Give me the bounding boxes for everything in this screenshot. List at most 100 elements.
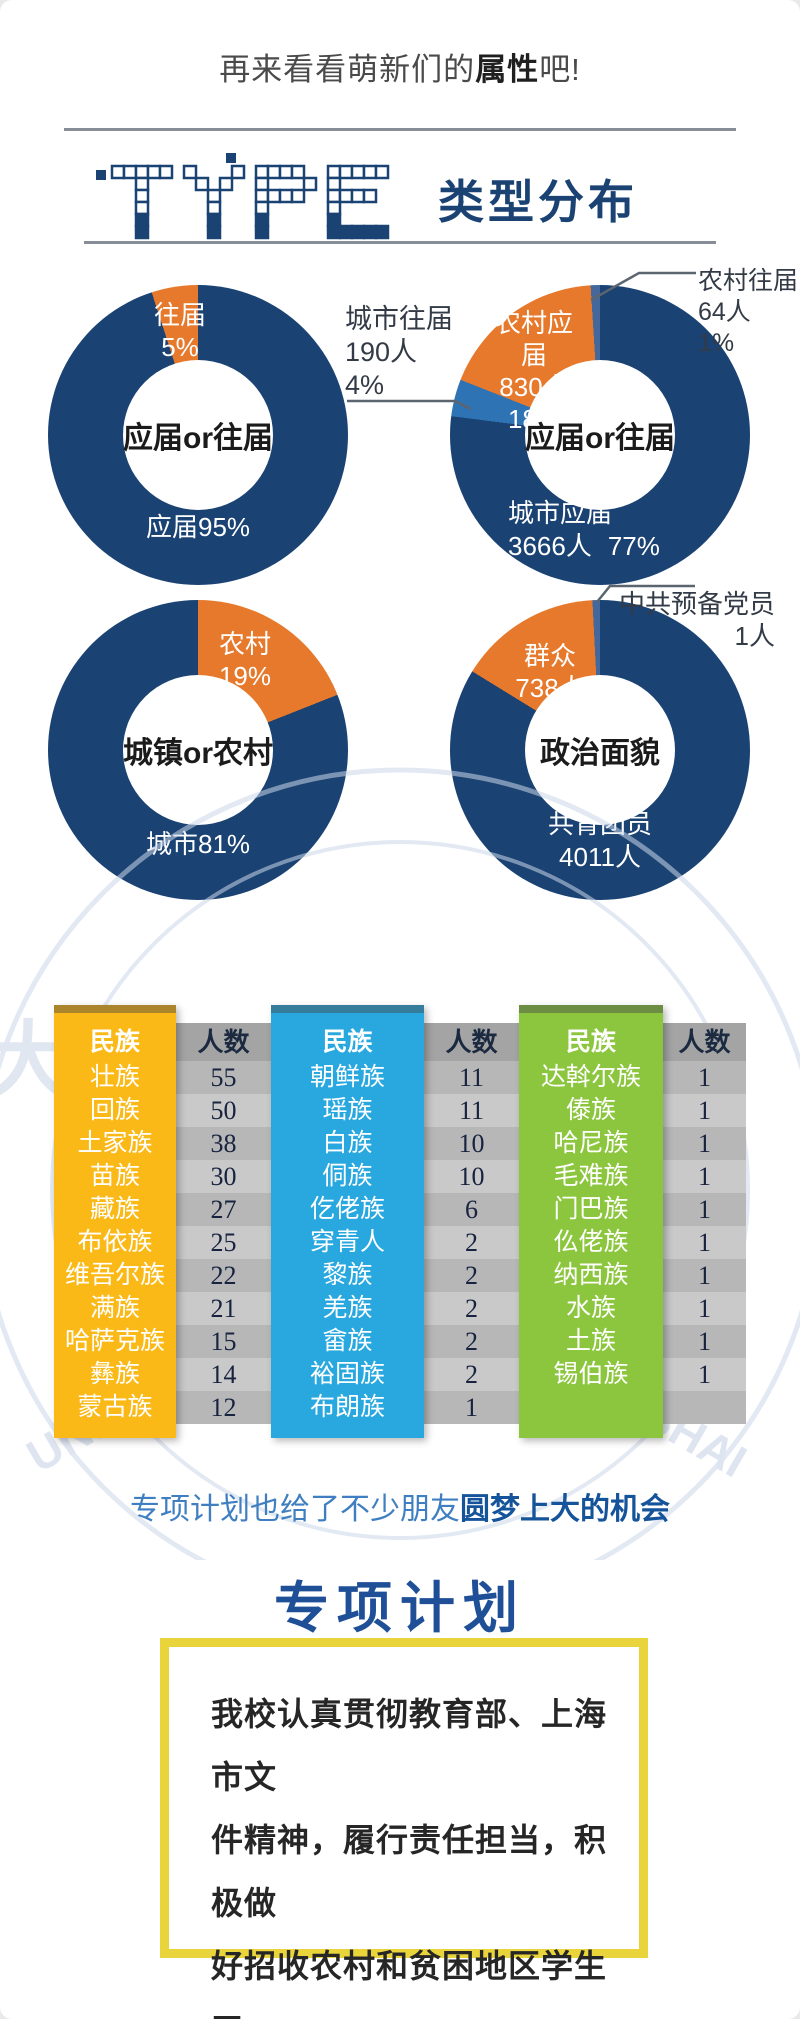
ring-label-chengshi: 城市81%	[145, 829, 251, 859]
donut-charts-section: 往届 5% 应届or往届 应届95% 农村应届 830人 18% 应届or往届 …	[0, 250, 800, 960]
count-value-cell: 2	[465, 1261, 478, 1290]
count-value-cell: 30	[210, 1162, 237, 1191]
donut-chart-jiebie-simple: 往届 5% 应届or往届 应届95%	[48, 285, 348, 585]
ethnic-name-cell: 锡伯族	[553, 1360, 629, 1388]
count-value-cell: 55	[210, 1063, 237, 1092]
count-value-cell: 1	[698, 1228, 711, 1257]
count-value-cell: 25	[210, 1228, 237, 1257]
count-value-cell: 1	[698, 1261, 711, 1290]
ethnic-name-cell: 瑶族	[322, 1096, 373, 1124]
count-value-cell: 10	[458, 1162, 485, 1191]
count-value-cell: 1	[698, 1129, 711, 1158]
count-value-cell: 1	[698, 1063, 711, 1092]
ethnic-name-cell: 门巴族	[553, 1195, 629, 1223]
count-value-cell: 1	[465, 1393, 478, 1422]
count-value-cell: 2	[465, 1228, 478, 1257]
donut-center-label: 城镇or农村	[123, 737, 273, 770]
page-title-prefix: 再来看看萌新们的	[219, 52, 476, 87]
plan-description-box: 我校认真贯彻教育部、上海市文 件精神，履行责任担当，积极做 好招收农村和贫困地区…	[160, 1638, 648, 2019]
ethnic-name-cell: 侗族	[322, 1162, 373, 1190]
ethnic-name-cell: 布朗族	[309, 1393, 385, 1421]
count-value-cell: 1	[698, 1096, 711, 1125]
ethnic-name-cell: 苗族	[89, 1162, 140, 1190]
ethnic-name-cell: 仡佬族	[309, 1195, 385, 1223]
ethnic-name-cell: 毛难族	[553, 1162, 629, 1190]
plan-title: 专项计划	[273, 1577, 526, 1639]
ethnic-name-cell: 穿青人	[309, 1228, 385, 1256]
ethnic-name-cell: 仫佬族	[553, 1228, 629, 1256]
count-value-cell: 2	[465, 1294, 478, 1323]
count-value-cell: 22	[210, 1261, 237, 1290]
ethnic-column-yellow: 民族 壮族 回族 土家族 苗族 藏族 布依族 维吾尔族 满族 哈萨克族 彝族 蒙古族	[54, 1005, 176, 1438]
slice-label-qunzhong: 群众 738人	[515, 641, 585, 703]
ethnic-name-cell: 壮族	[89, 1063, 140, 1091]
bridge-sentence: 专项计划也给了不少朋友圆梦上大的机会	[130, 1493, 670, 1526]
ethnic-name-cell: 哈萨克族	[64, 1327, 165, 1355]
ethnic-name-cell	[519, 1391, 663, 1424]
type-pixel-logo-icon	[96, 153, 390, 240]
count-value-cell: 1	[698, 1162, 711, 1191]
ethnic-name-cell: 维吾尔族	[64, 1261, 165, 1289]
donut-center-label: 应届or往届	[525, 422, 675, 455]
ethnic-name-cell: 蒙古族	[77, 1393, 153, 1421]
ring-label-yingjie: 应届95%	[145, 512, 251, 542]
ethnic-name-cell: 傣族	[565, 1096, 616, 1124]
ethnic-name-cell: 羌族	[322, 1294, 373, 1322]
ethnic-header-cell: 民族	[89, 1028, 140, 1056]
count-header-cell: 人数	[678, 1027, 731, 1057]
donut-chart-jiebie-detail: 农村应届 830人 18% 应届or往届 城市应届 3666人 77%	[450, 285, 750, 585]
donut-center-label: 政治面貌	[540, 737, 660, 770]
page-title-highlight: 属性	[475, 52, 540, 87]
count-value-cell: 6	[465, 1195, 478, 1224]
ethnic-name-cell: 黎族	[322, 1261, 373, 1289]
ethnic-name-cell: 回族	[89, 1096, 140, 1124]
callout-nongcun-wangjie: 农村往届 64人 1%	[698, 267, 799, 357]
plan-description-text: 我校认真贯彻教育部、上海市文 件精神，履行责任担当，积极做 好招收农村和贫困地区…	[211, 1696, 608, 2019]
ethnic-name-cell: 纳西族	[553, 1261, 629, 1289]
ethnic-name-cell: 畲族	[322, 1327, 373, 1355]
donut-hole	[525, 360, 675, 510]
ethnic-name-cell: 布依族	[77, 1228, 153, 1256]
count-column-3: 人数 1 1 1 1 1 1 1 1 1 1	[663, 1023, 746, 1424]
donut-hole	[123, 360, 273, 510]
divider-bottom	[84, 241, 716, 244]
ethnic-column-blue: 民族 朝鲜族 瑶族 白族 侗族 仡佬族 穿青人 黎族 羌族 畲族 裕固族 布朗族	[271, 1005, 424, 1438]
ethnic-name-cell: 朝鲜族	[309, 1063, 385, 1091]
ring-label-tuanyuan: 共青团员 4011人	[547, 809, 652, 872]
ethnic-column-green: 民族 达斡尔族 傣族 哈尼族 毛难族 门巴族 仫佬族 纳西族 水族 土族 锡伯族	[519, 1005, 663, 1438]
donut-center-label: 应届or往届	[123, 422, 273, 455]
section-title: 类型分布	[438, 176, 638, 228]
slice-label-wangjie: 往届 5%	[153, 300, 206, 362]
callout-yubei-dangyuan: 中共预备党员 1人	[618, 589, 775, 651]
count-value-cell: 38	[210, 1129, 237, 1158]
ring-label-chengshi-yingjie: 城市应届 3666人 77%	[508, 498, 660, 561]
count-value-cell: 11	[458, 1063, 485, 1092]
count-value-cell: 11	[458, 1096, 485, 1125]
ethnic-name-cell: 土族	[565, 1327, 616, 1355]
count-value-cell: 1	[698, 1195, 711, 1224]
donut-chart-chengxiang: 农村 19% 城镇or农村 城市81%	[48, 600, 348, 900]
slice-label-nongcun-yingjie: 农村应届 830人 18%	[494, 308, 573, 434]
count-header-cell: 人数	[445, 1027, 498, 1057]
ethnic-name-cell: 藏族	[89, 1195, 140, 1223]
ethnic-name-cell: 彝族	[89, 1360, 140, 1388]
count-value-cell: 10	[458, 1129, 485, 1158]
count-value-cell: 1	[698, 1294, 711, 1323]
ethnic-header-cell: 民族	[322, 1028, 373, 1056]
count-value-cell: 27	[210, 1195, 237, 1224]
ethnic-name-cell: 水族	[565, 1294, 616, 1322]
count-column-2: 人数 11 11 10 10 6 2 2 2 2 2 1	[424, 1023, 519, 1424]
count-value-cell: 21	[210, 1294, 237, 1323]
count-header-cell: 人数	[197, 1027, 250, 1057]
divider-top	[64, 128, 736, 131]
count-value-cell: 14	[210, 1360, 237, 1389]
count-value-cell: 50	[210, 1096, 237, 1125]
count-value-cell: 12	[210, 1393, 237, 1422]
count-value-cell: 1	[698, 1327, 711, 1356]
count-value-cell: 1	[698, 1360, 711, 1389]
count-value-cell: 2	[465, 1360, 478, 1389]
ethnic-name-cell: 哈尼族	[553, 1129, 629, 1157]
count-value-cell	[663, 1391, 746, 1424]
count-column-1: 人数 55 50 38 30 27 25 22 21 15 14 12	[176, 1023, 271, 1424]
